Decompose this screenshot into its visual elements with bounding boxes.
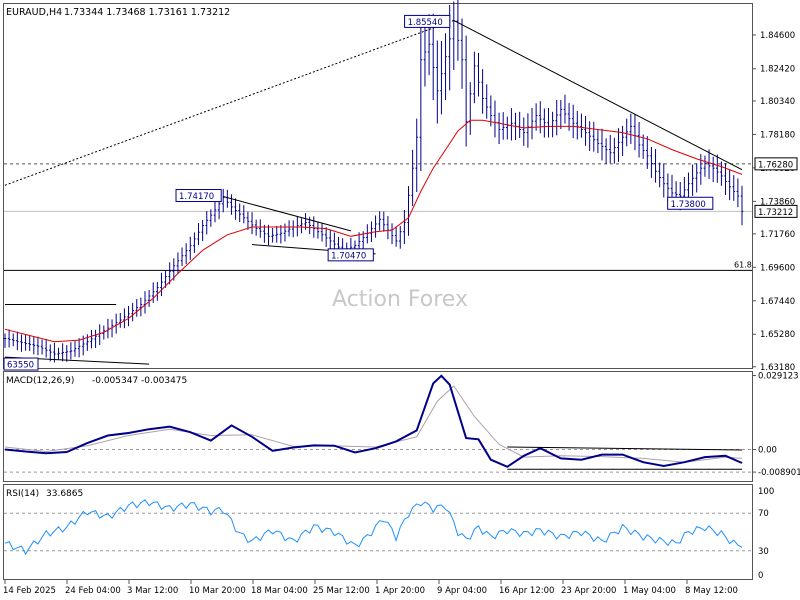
time-tick-label: 18 Mar 04:00 [251, 586, 308, 596]
candles [3, 0, 744, 363]
rsi-value: 33.6865 [46, 489, 83, 499]
time-tick-label: 8 May 12:00 [685, 586, 738, 596]
rsi-tick-label: 100 [758, 487, 774, 497]
price-tick-label: 1.73860 [760, 197, 795, 207]
annotations: 1.85540 1.74170 1.70470 1.73800 63550 [3, 14, 714, 371]
rsi-tick-label: 30 [758, 547, 769, 557]
price-tick-label: 1.80340 [760, 97, 795, 107]
moving-average-line [4, 119, 743, 343]
price-tick-label: 1.65280 [760, 330, 795, 340]
time-tick-label: 24 Feb 04:00 [65, 586, 121, 596]
annotation-label: 1.85540 [408, 18, 443, 28]
time-tick-label: 14 Feb 2025 [3, 586, 56, 596]
price-tick-label: 1.63180 [760, 363, 795, 373]
price-label-box [754, 204, 798, 218]
level-label: 1.76280 [758, 160, 793, 170]
annotation-label: 1.74170 [179, 192, 214, 202]
annotation-label: 1.73800 [671, 200, 706, 210]
rsi-tick-label: 0 [758, 571, 763, 581]
annotation-box [327, 248, 374, 262]
rsi-panel-frame [3, 484, 753, 580]
price-trendline [453, 19, 743, 171]
price-panel-frame [3, 3, 753, 369]
rsi-title: RSI(14) [6, 489, 39, 499]
grid [4, 163, 752, 552]
annotation-box [175, 189, 222, 203]
macd-panel-frame [3, 371, 753, 482]
price-tick-label: 1.84600 [760, 31, 795, 41]
ohlc-readout: 1.73344 1.73468 1.73161 1.73212 [64, 7, 230, 18]
macd-trendline [507, 446, 743, 451]
macd-values: -0.005347 -0.003475 [92, 376, 187, 386]
annotation-box [3, 357, 39, 371]
price-tick-label: 1.71760 [760, 230, 795, 240]
chart-frames [3, 3, 753, 580]
rsi-tick-label: 70 [758, 509, 769, 519]
level-label-box [754, 157, 798, 171]
price-tick-label: 1.69600 [760, 263, 795, 273]
macd-signal-line [4, 385, 743, 463]
time-tick-label: 1 Apr 20:00 [375, 586, 425, 596]
macd-tick-label: 0.00 [758, 445, 777, 455]
time-tick-label: 9 Apr 04:00 [437, 586, 487, 596]
time-tick-label: 16 Apr 12:00 [499, 586, 554, 596]
header: EURAUD,H4 1.73344 1.73468 1.73161 1.7321… [6, 7, 230, 499]
rsi-line [4, 499, 743, 556]
macd-tick-label: -0.008901 [758, 468, 800, 478]
price-tick-label: 1.67440 [760, 297, 795, 307]
axis-labels: 1.63180 1.65280 1.67440 1.69600 1.71760 1.738… [3, 31, 800, 596]
macd-line [4, 374, 743, 468]
annotation-box [404, 14, 451, 28]
fib-level-label: 61.8 [734, 260, 752, 269]
time-tick-label: 3 Mar 12:00 [127, 586, 178, 596]
annotation-label: 63550 [7, 361, 34, 371]
time-tick-label: 1 May 04:00 [623, 586, 676, 596]
annotation-label: 1.70470 [331, 251, 366, 261]
current-price-label: 1.73212 [758, 208, 793, 218]
series-lines [4, 119, 743, 556]
price-trendline [223, 196, 351, 232]
time-tick-label: 25 Mar 12:00 [313, 586, 370, 596]
watermark: Action Forex [332, 287, 468, 312]
macd-tick-label: 0.029123 [758, 371, 799, 381]
macd-title: MACD(12,26,9) [6, 376, 74, 386]
price-tick-label: 1.78180 [760, 130, 795, 140]
symbol-label: EURAUD,H4 [6, 7, 62, 18]
time-tick-label: 10 Mar 20:00 [189, 586, 246, 596]
price-tick-label: 1.82420 [760, 65, 795, 75]
annotation-box [667, 196, 714, 210]
time-tick-label: 23 Apr 20:00 [561, 586, 616, 596]
